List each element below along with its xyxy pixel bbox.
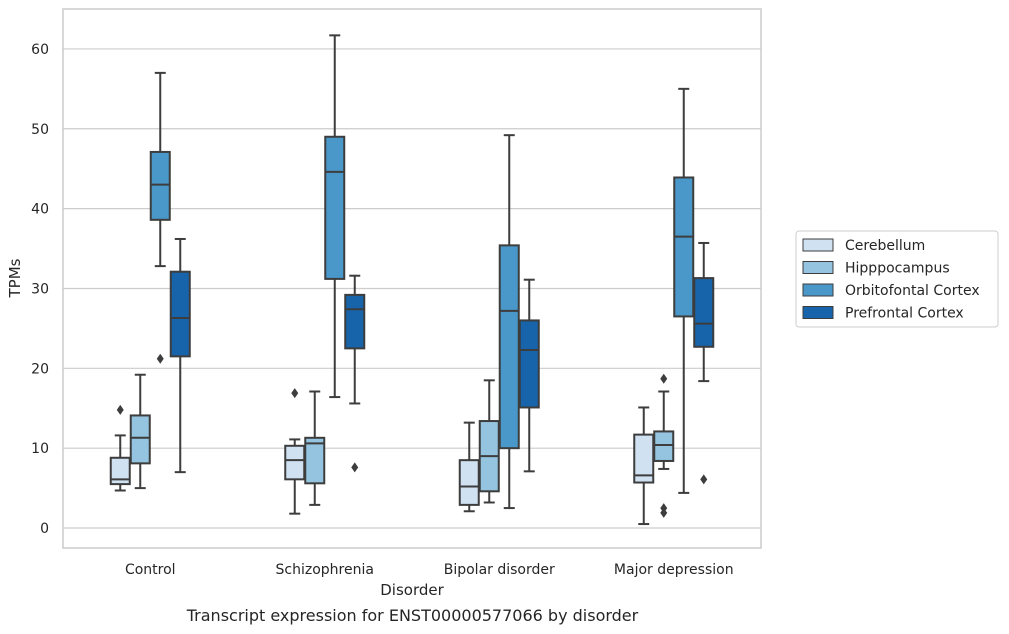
legend-frame — [795, 230, 999, 328]
outlier-point — [291, 388, 299, 399]
y-tick-label: 20 — [31, 361, 49, 377]
outlier-point — [660, 507, 668, 518]
legend: Cerebellum Hipppocampus Orbitofontal Corte… — [795, 230, 999, 328]
box-body — [653, 430, 675, 462]
legend-label: Hipppocampus — [845, 261, 950, 277]
y-tick-label: 30 — [31, 281, 49, 297]
boxes — [109, 34, 715, 526]
outlier-point — [116, 404, 124, 415]
box-body — [169, 270, 191, 358]
box-orbitofontal-cortex — [324, 34, 346, 399]
legend-swatch — [802, 261, 834, 274]
outlier-point — [156, 353, 164, 364]
box-body — [344, 293, 366, 350]
outlier-point — [660, 373, 668, 384]
box-prefrontal-cortex — [693, 241, 715, 485]
box-prefrontal-cortex — [169, 237, 191, 474]
y-axis-ticks: 0 10 20 30 40 50 60 — [31, 42, 49, 537]
box-cerebellum — [458, 421, 480, 513]
box-body — [458, 459, 480, 506]
legend-label: Prefrontal Cortex — [845, 306, 964, 322]
box-prefrontal-cortex — [518, 278, 540, 473]
box-body — [673, 176, 695, 318]
figure-caption: Transcript expression for ENST0000057706… — [186, 606, 639, 625]
box-body — [498, 244, 520, 450]
box-cerebellum — [284, 388, 306, 515]
outlier-point — [351, 462, 359, 473]
box-prefrontal-cortex — [344, 274, 366, 473]
x-tick-label: Schizophrenia — [276, 562, 374, 578]
box-body — [324, 135, 346, 280]
y-tick-label: 60 — [31, 42, 49, 58]
y-tick-label: 10 — [31, 441, 49, 457]
y-axis-label: TPMs — [6, 258, 24, 298]
legend-label: Cerebellum — [845, 238, 925, 254]
box-orbitofontal-cortex — [498, 134, 520, 510]
box-hipppocampus — [653, 373, 675, 518]
box-body — [129, 414, 151, 465]
box-body — [109, 456, 131, 486]
y-tick-label: 0 — [40, 521, 49, 537]
legend-items: Cerebellum Hipppocampus Orbitofontal Corte… — [802, 238, 980, 322]
box-cerebellum — [109, 404, 131, 492]
y-tick-label: 50 — [31, 122, 49, 138]
box-body — [149, 150, 171, 221]
box-body — [693, 277, 715, 348]
legend-swatch — [802, 306, 834, 319]
box-body — [284, 444, 306, 481]
y-tick-label: 40 — [31, 202, 49, 218]
x-axis-ticks: Control Schizophrenia Bipolar disorder Majo… — [125, 562, 734, 578]
x-tick-label: Major depression — [614, 562, 734, 578]
box-body — [304, 436, 326, 485]
box-hipppocampus — [129, 373, 151, 490]
box-hipppocampus — [304, 390, 326, 506]
plot-frame — [62, 8, 762, 549]
box-orbitofontal-cortex — [149, 71, 171, 364]
x-tick-label: Bipolar disorder — [444, 562, 555, 578]
box-hipppocampus — [478, 379, 500, 504]
outlier-point — [700, 474, 708, 485]
legend-swatch — [802, 283, 834, 297]
box-orbitofontal-cortex — [673, 87, 695, 494]
legend-label: Orbitofontal Cortex — [845, 283, 980, 299]
legend-swatch — [802, 238, 834, 252]
box-body — [518, 319, 540, 409]
x-axis-label: Disorder — [380, 581, 444, 599]
box-cerebellum — [633, 406, 655, 526]
x-tick-label: Control — [125, 562, 176, 578]
